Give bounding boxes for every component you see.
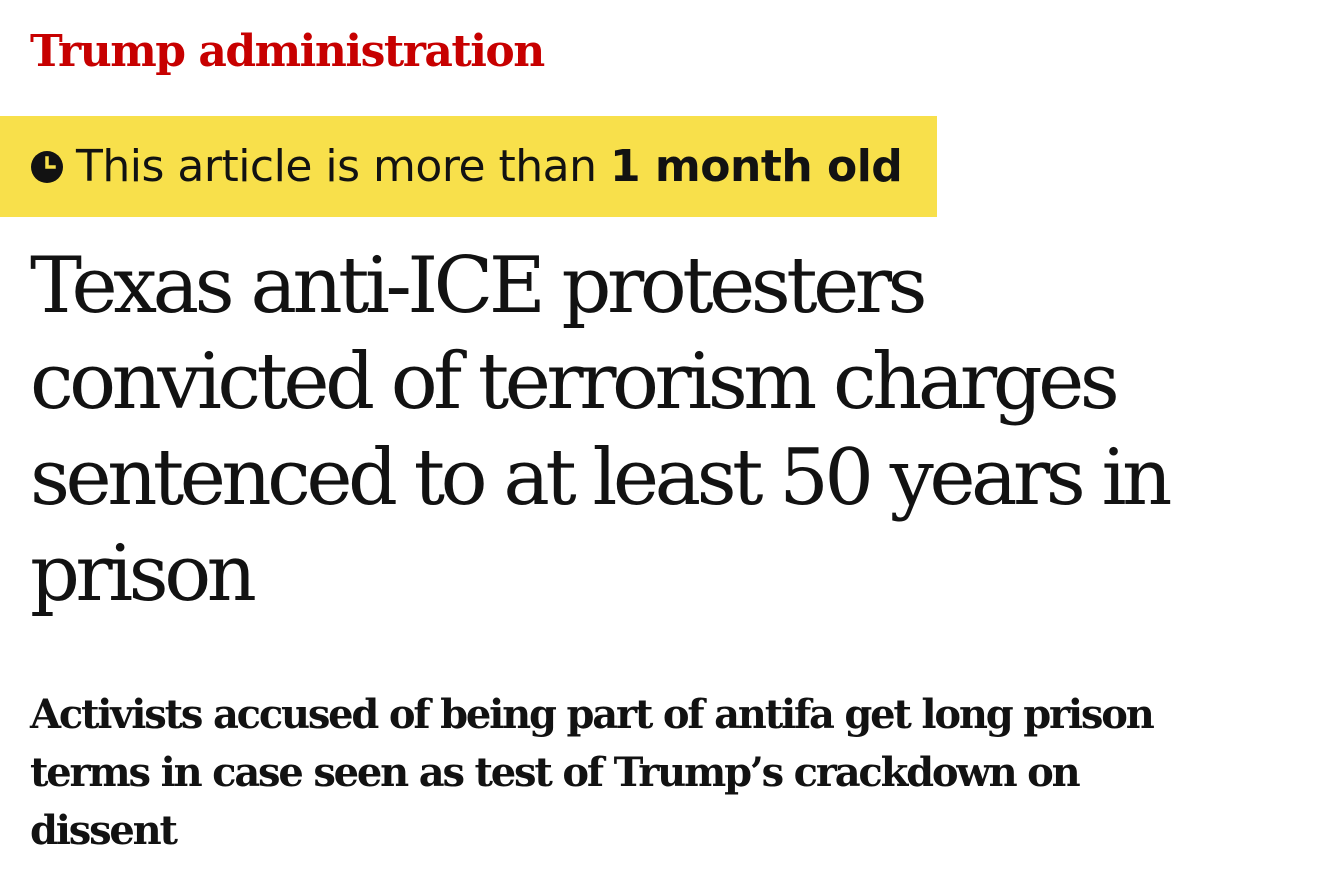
article-age-prefix: This article is more than [76, 140, 610, 192]
headline-line: Texas anti-ICE protesters [30, 241, 928, 331]
article-age-emphasis: 1 month old [609, 140, 903, 192]
article-standfirst: Activists accused of being part of antif… [30, 686, 1300, 860]
standfirst-line: dissent [30, 807, 178, 854]
standfirst-line: Activists accused of being part of antif… [30, 691, 1155, 738]
headline-line: prison [30, 529, 257, 619]
headline-line: sentenced to at least 50 years in [30, 433, 1172, 523]
clock-icon [31, 150, 63, 183]
article-age-banner: This article is more than 1 month old [0, 116, 937, 217]
article-headline: Texas anti-ICE protesters convicted of t… [30, 238, 1300, 622]
standfirst-line: terms in case seen as test of Trump’s cr… [30, 749, 1081, 796]
article-age-text: This article is more than 1 month old [76, 144, 903, 189]
section-link[interactable]: Trump administration [30, 26, 545, 77]
headline-line: convicted of terrorism charges [30, 337, 1120, 427]
